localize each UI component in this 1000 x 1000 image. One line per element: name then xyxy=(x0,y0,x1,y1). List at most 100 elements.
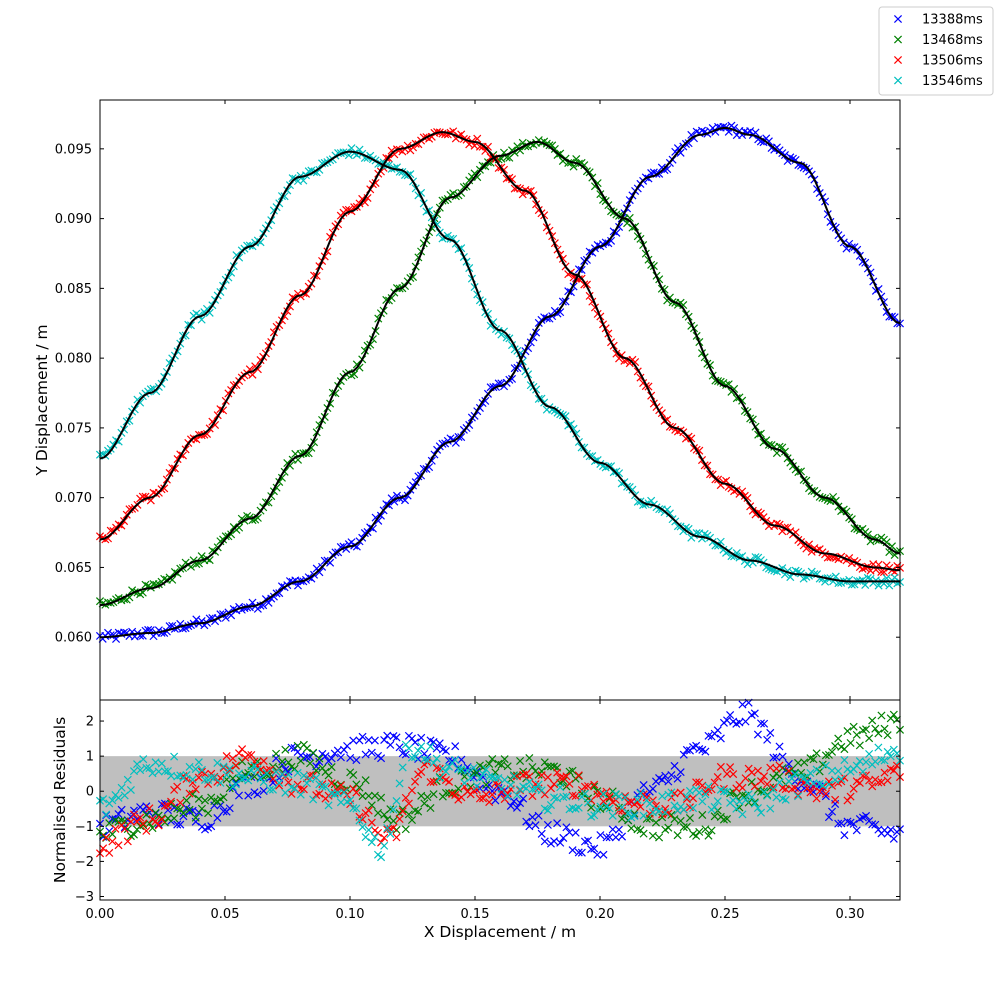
residual-point xyxy=(670,801,679,810)
residual-point xyxy=(373,828,383,837)
residual-point xyxy=(383,815,392,824)
residual-point xyxy=(163,814,172,823)
residual-point xyxy=(849,819,858,828)
residual-point xyxy=(432,754,441,763)
data-point xyxy=(457,433,466,442)
data-point xyxy=(403,491,412,500)
residual-point xyxy=(621,793,630,802)
residual-point xyxy=(272,767,281,776)
residual-point xyxy=(617,806,627,815)
residual-point xyxy=(136,766,145,775)
data-point xyxy=(879,568,888,577)
data-point xyxy=(874,581,883,590)
residual-point xyxy=(475,794,484,803)
y-tick-label: 0.060 xyxy=(55,631,92,646)
residual-point xyxy=(892,761,901,770)
data-point xyxy=(360,198,369,207)
residual-point xyxy=(478,769,488,779)
residual-point xyxy=(126,817,135,826)
residual-point xyxy=(574,848,583,857)
residuals-plot-frame xyxy=(99,699,901,901)
residual-point xyxy=(692,778,701,787)
residual-point xyxy=(139,821,148,830)
data-point xyxy=(612,228,621,237)
residual-point xyxy=(821,789,830,798)
residual-point xyxy=(497,784,506,793)
residual-point xyxy=(509,797,518,806)
residual-point xyxy=(763,780,772,789)
data-point xyxy=(679,300,688,310)
data-point xyxy=(540,313,549,322)
residual-point xyxy=(475,774,484,783)
data-point xyxy=(136,398,145,407)
residual-point xyxy=(389,816,398,825)
data-point xyxy=(227,530,236,539)
residual-point xyxy=(553,794,562,803)
residual-point xyxy=(719,787,728,796)
residual-point xyxy=(457,765,466,774)
y-tick-label: 0.090 xyxy=(55,212,92,227)
residual-point xyxy=(685,786,694,795)
residual-point xyxy=(750,798,759,807)
residual-point xyxy=(522,784,531,793)
residual-point xyxy=(673,831,682,840)
residual-point xyxy=(284,758,293,767)
residual-point xyxy=(222,752,231,761)
residual-point xyxy=(741,717,750,726)
residual-point xyxy=(417,767,426,776)
residual-point xyxy=(670,761,679,770)
residual-point xyxy=(293,741,302,750)
x-tick-label: 0.20 xyxy=(586,907,615,922)
residual-point xyxy=(139,755,148,764)
residual-point xyxy=(417,791,426,800)
data-point xyxy=(315,568,324,577)
residual-point xyxy=(361,750,370,759)
residual-point xyxy=(333,789,342,798)
data-point xyxy=(580,161,589,170)
data-point xyxy=(628,485,637,494)
residual-point xyxy=(278,770,287,779)
residual-point xyxy=(219,807,228,816)
residual-point xyxy=(491,774,500,783)
residual-point xyxy=(676,788,685,797)
data-point xyxy=(211,420,220,429)
residual-point xyxy=(398,763,407,772)
data-point xyxy=(438,439,447,448)
residual-point xyxy=(849,722,858,731)
data-point xyxy=(615,469,624,478)
residual-point xyxy=(624,809,633,818)
residual-point xyxy=(293,768,302,777)
residual-point xyxy=(803,784,812,793)
data-point xyxy=(502,333,511,342)
residual-point xyxy=(210,772,219,781)
residual-point xyxy=(753,804,762,813)
residual-point xyxy=(800,773,809,782)
residual-point xyxy=(794,792,803,801)
residual-point xyxy=(253,761,262,770)
residuals-plot: −3 −2 −1 0 1 2 0.00 0.05 0.10 0.15 0.20 0.25 0.30 No… xyxy=(51,698,905,941)
residual-point xyxy=(392,796,401,806)
data-point xyxy=(301,289,311,298)
residual-point xyxy=(627,824,636,833)
residual-point xyxy=(559,793,568,802)
residual-point xyxy=(281,745,290,754)
residual-point xyxy=(469,786,478,795)
residual-point xyxy=(435,739,444,748)
residual-point xyxy=(163,767,172,776)
residual-point xyxy=(411,738,420,747)
residual-point xyxy=(528,813,537,822)
residual-point xyxy=(556,773,565,782)
residual-point xyxy=(528,792,537,801)
residual-point xyxy=(525,753,534,763)
y-tick-label: 0.065 xyxy=(55,561,92,576)
residual-point xyxy=(210,796,219,806)
residual-point xyxy=(747,768,756,777)
data-point xyxy=(751,553,760,562)
data-point xyxy=(202,429,212,438)
residual-point xyxy=(787,774,796,783)
fit-line-13388ms xyxy=(99,127,901,639)
residual-y-tick-label: 2 xyxy=(86,715,94,730)
x-tick-label: 0.25 xyxy=(711,907,740,922)
residual-point xyxy=(658,775,667,784)
